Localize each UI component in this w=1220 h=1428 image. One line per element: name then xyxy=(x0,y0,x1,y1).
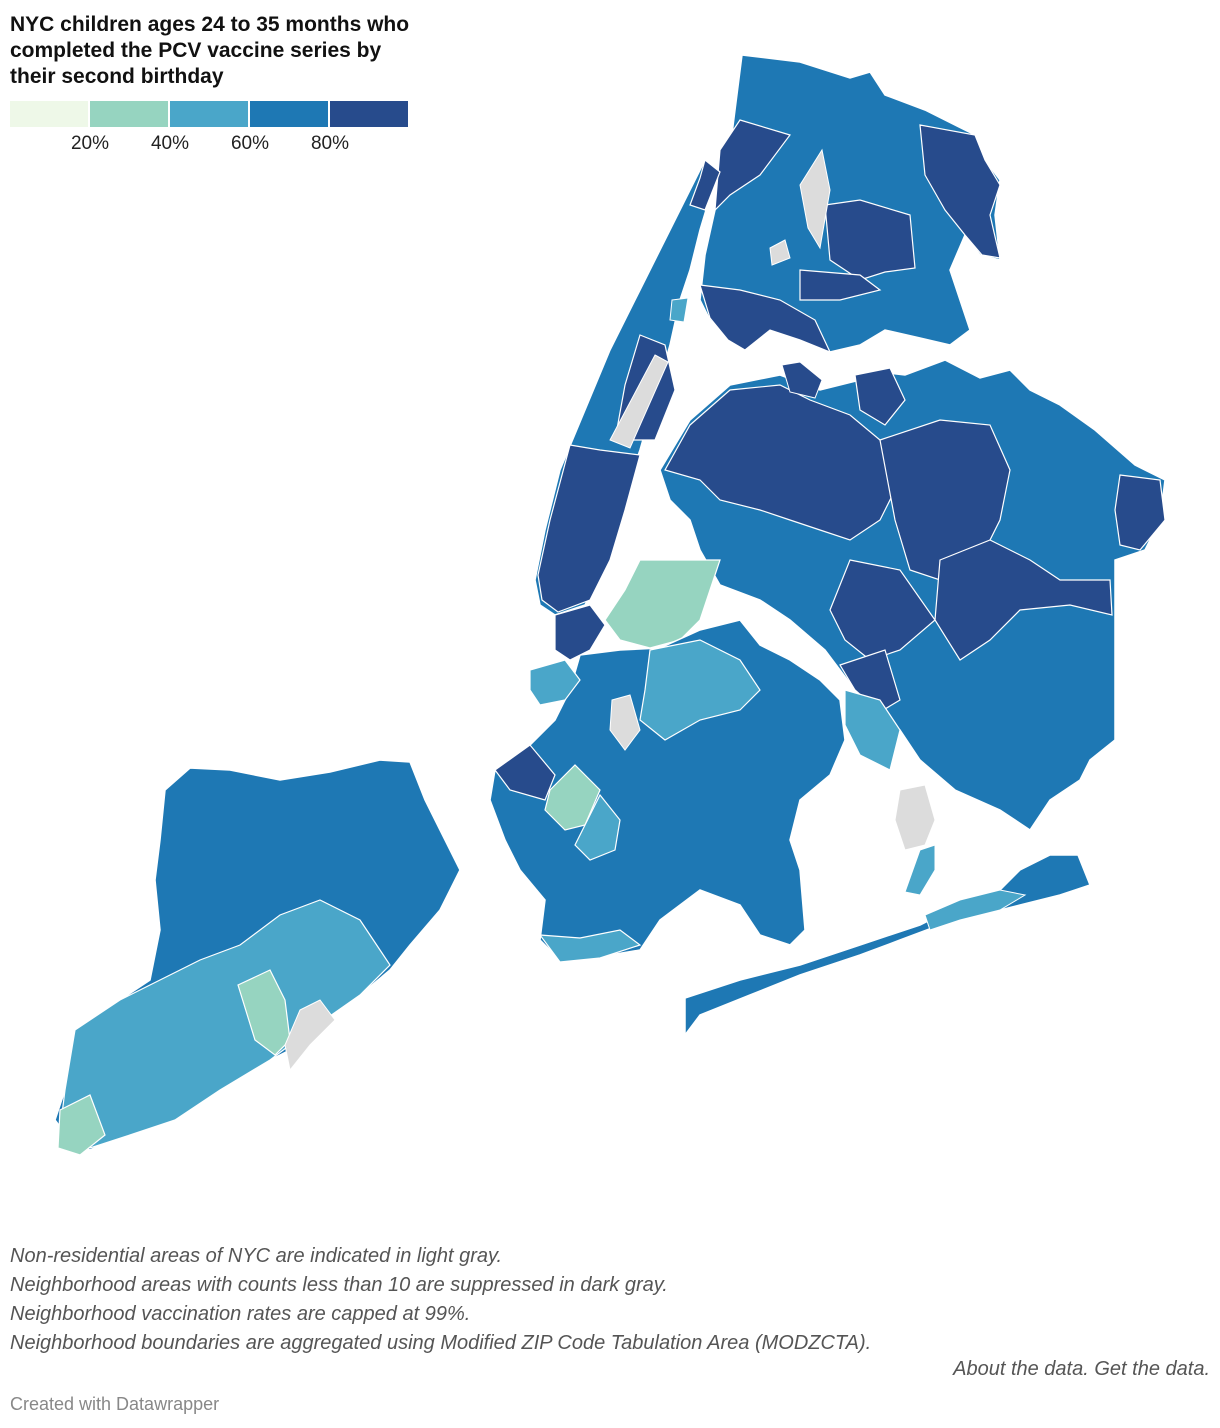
bronx-central-dark[interactable] xyxy=(824,199,916,281)
manhattan-midtown-dark[interactable] xyxy=(537,444,641,613)
manhattan-small-lightblue[interactable] xyxy=(669,297,689,323)
bronx-west-dark[interactable] xyxy=(714,119,791,212)
fresh-kills-nonres xyxy=(284,999,336,1072)
brooklyn-central-lightblue[interactable] xyxy=(639,639,761,741)
bronx-southwest-dark[interactable] xyxy=(699,284,832,354)
legend-swatch-80-100 xyxy=(330,101,408,127)
rockaway-mid-lightblue[interactable] xyxy=(924,889,1027,931)
manhattan-upper-dark[interactable] xyxy=(689,158,721,211)
legend-swatch-60-80 xyxy=(250,101,330,127)
brooklyn-northwest-dark[interactable] xyxy=(554,604,606,661)
brooklyn-region xyxy=(489,604,846,963)
note-boundaries: Neighborhood boundaries are aggregated u… xyxy=(10,1332,872,1354)
jfk-rockaway-region xyxy=(684,784,1091,1038)
legend-swatch-0-20 xyxy=(10,101,90,127)
legend-tick-80: 80% xyxy=(310,133,350,154)
queens-region xyxy=(604,359,1166,832)
staten-island-tottenville-lightgreen[interactable] xyxy=(57,1094,106,1156)
queens-south-dark[interactable] xyxy=(839,649,901,713)
note-capped: Neighborhood vaccination rates are cappe… xyxy=(10,1303,471,1325)
legend-tick-40: 40% xyxy=(150,133,190,154)
map-title: NYC children ages 24 to 35 months who co… xyxy=(10,13,410,88)
staten-island-south-lightblue[interactable] xyxy=(59,899,391,1149)
queens-east-dark[interactable] xyxy=(1114,474,1166,551)
queens-southwest-lightblue[interactable] xyxy=(844,689,901,771)
note-suppressed: Neighborhood areas with counts less than… xyxy=(10,1274,668,1296)
central-park-nonres xyxy=(609,354,669,449)
riker-island-dark[interactable] xyxy=(781,361,823,399)
jfk-nonres xyxy=(894,784,936,851)
legend-tick-60: 60% xyxy=(230,133,270,154)
coney-island-lightblue[interactable] xyxy=(538,929,642,963)
color-legend: 20% 40% 60% 80% xyxy=(10,101,410,161)
get-data-link[interactable]: Get the data. xyxy=(1094,1358,1210,1380)
about-data-link[interactable]: About the data. xyxy=(953,1358,1089,1380)
brooklyn-outline[interactable] xyxy=(489,619,846,961)
bronx-region xyxy=(699,54,1001,354)
brooklyn-redhook-lightblue[interactable] xyxy=(529,659,581,706)
bronx-east-dark[interactable] xyxy=(919,124,1001,259)
legend-tick-20: 20% xyxy=(70,133,110,154)
bronx-south-dark[interactable] xyxy=(799,269,882,301)
legend-bar xyxy=(10,101,408,127)
brooklyn-sunset-lightblue[interactable] xyxy=(574,793,621,861)
nyc-choropleth-map xyxy=(54,54,1166,1156)
queens-north-dark[interactable] xyxy=(854,367,906,426)
prospect-park-nonres xyxy=(609,694,641,751)
bronx-small-nonres xyxy=(769,239,791,266)
queens-southeast-dark[interactable] xyxy=(934,539,1113,661)
broad-channel-lightblue[interactable] xyxy=(904,844,936,896)
datawrapper-credit[interactable]: Created with Datawrapper xyxy=(10,1394,220,1414)
legend-swatch-40-60 xyxy=(170,101,250,127)
staten-island-region xyxy=(54,759,461,1156)
legend-swatch-20-40 xyxy=(90,101,170,127)
data-links: About the data. Get the data. xyxy=(953,1358,1210,1381)
van-cortlandt-nonres xyxy=(799,148,831,250)
footnotes: Non-residential areas of NYC are indicat… xyxy=(10,1242,1210,1358)
manhattan-region xyxy=(534,158,721,616)
note-nonresidential: Non-residential areas of NYC are indicat… xyxy=(10,1245,503,1267)
brooklyn-bayridge-dark[interactable] xyxy=(494,744,556,801)
